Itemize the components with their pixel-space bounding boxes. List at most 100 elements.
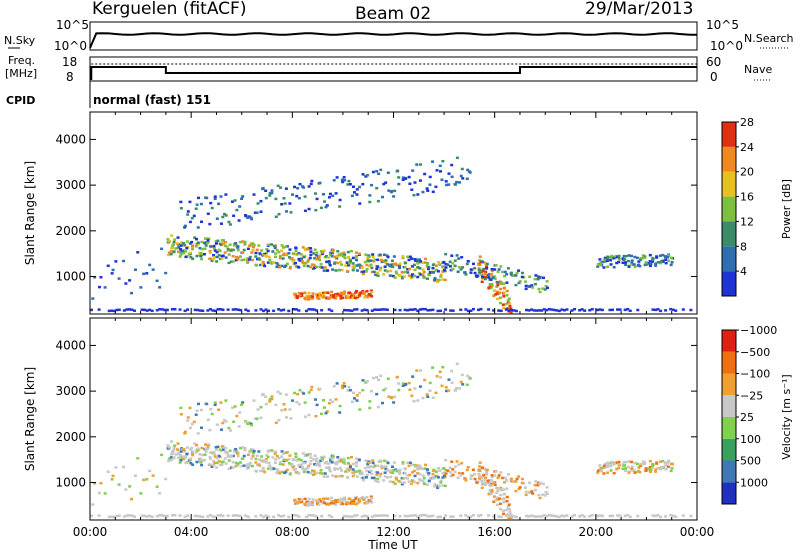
power-cell: [293, 185, 297, 189]
power-cell: [293, 292, 297, 296]
velocity-cell: [340, 384, 344, 388]
power-cell: [151, 268, 155, 271]
velocity-cell: [397, 479, 401, 483]
velocity-cell: [545, 486, 549, 489]
velocity-cell: [307, 513, 311, 517]
velocity-cell: [297, 497, 301, 501]
power-cell: [354, 255, 358, 259]
velocity-cell: [322, 455, 326, 458]
velocity-cell: [416, 481, 420, 485]
power-cell: [125, 308, 129, 311]
power-cell: [475, 275, 479, 278]
velocity-cell: [425, 393, 429, 396]
velocity-cell: [451, 468, 455, 471]
power-cell: [323, 266, 327, 269]
velocity-cell: [374, 477, 378, 480]
power-cell: [323, 295, 327, 299]
velocity-cell: [199, 457, 203, 461]
power-cell: [609, 258, 613, 262]
power-cell: [498, 291, 502, 294]
power-cell: [448, 260, 452, 264]
power-cell: [336, 292, 340, 296]
power-cell: [580, 308, 584, 311]
power-cell: [659, 261, 663, 265]
velocity-cell: [392, 461, 396, 464]
velocity-cell: [311, 498, 315, 501]
power-cell: [167, 240, 171, 243]
velocity-cell: [484, 481, 488, 485]
power-cell: [315, 296, 319, 300]
velocity-cell: [372, 465, 376, 469]
velocity-cell: [434, 391, 438, 395]
power-cell: [363, 291, 367, 294]
velocity-cell: [498, 502, 502, 506]
power-cell: [283, 202, 287, 205]
velocity-cell: [218, 513, 222, 517]
power-cell: [345, 309, 349, 312]
power-cell: [268, 258, 272, 261]
velocity-cell: [232, 450, 236, 453]
velocity-cell: [313, 472, 317, 475]
velocity-cell: [351, 471, 355, 474]
power-cell: [194, 245, 198, 248]
velocity-cell: [170, 440, 174, 443]
power-cell: [644, 263, 648, 266]
power-cell: [418, 266, 422, 270]
power-cell: [482, 267, 486, 271]
power-cell: [231, 308, 235, 311]
power-cell: [348, 258, 352, 261]
velocity-cell: [434, 470, 438, 473]
velocity-cell: [326, 497, 330, 501]
velocity-cell: [580, 514, 584, 517]
power-cell: [643, 255, 647, 258]
power-cell: [285, 252, 289, 256]
velocity-cell: [336, 498, 340, 502]
velocity-cell: [438, 370, 442, 374]
velocity-cell: [183, 432, 187, 435]
power-cell: [315, 197, 319, 201]
velocity-cell: [530, 514, 534, 517]
power-cell: [302, 264, 306, 268]
power-cell: [294, 265, 298, 268]
velocity-cell: [334, 503, 338, 506]
power-cell: [182, 242, 186, 245]
velocity-cell: [447, 389, 451, 392]
velocity-cell: [464, 514, 468, 517]
velocity-cell: [280, 470, 284, 474]
velocity-cell: [494, 470, 498, 473]
power-cell: [493, 268, 497, 271]
velocity-cell: [498, 507, 502, 511]
power-cell: [424, 257, 428, 261]
power-cell: [254, 255, 258, 258]
velocity-cell: [489, 479, 493, 482]
velocity-cell: [432, 485, 436, 488]
colorbar-tick-label: 25: [740, 411, 754, 424]
velocity-cell: [317, 462, 321, 465]
power-cell: [106, 264, 110, 268]
power-cell: [616, 308, 620, 311]
power-cell: [608, 308, 612, 312]
velocity-cell: [395, 376, 399, 379]
velocity-cell: [226, 455, 230, 459]
power-cell: [614, 255, 618, 258]
velocity-cell: [437, 466, 441, 470]
power-cell: [321, 193, 325, 196]
power-cell: [465, 177, 469, 181]
power-cell: [281, 257, 285, 260]
velocity-cell: [258, 458, 262, 461]
velocity-cell: [209, 407, 213, 411]
power-cell: [624, 254, 628, 258]
velocity-cell: [234, 449, 238, 453]
velocity-cell: [244, 514, 248, 517]
velocity-cell: [327, 466, 331, 469]
velocity-cell: [282, 514, 286, 518]
power-cell: [600, 308, 604, 312]
power-cell: [509, 308, 513, 312]
velocity-cell: [654, 514, 658, 518]
power-cell: [366, 295, 370, 299]
power-cell: [278, 266, 282, 269]
velocity-cell: [198, 452, 202, 456]
velocity-cell: [552, 514, 556, 518]
velocity-cell: [306, 453, 310, 457]
velocity-cell: [301, 467, 305, 471]
